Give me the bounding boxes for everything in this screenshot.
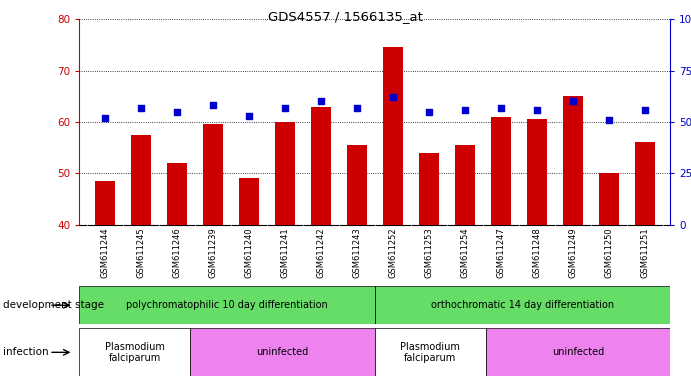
Bar [95,181,115,225]
Point [315,98,326,104]
Bar [635,142,655,225]
Bar [419,153,439,225]
Point [99,115,110,121]
Point [243,113,254,119]
Bar [190,328,375,376]
Text: GSM611245: GSM611245 [136,227,145,278]
Text: GSM611243: GSM611243 [352,227,361,278]
Point [460,106,471,113]
Text: uninfected: uninfected [552,347,604,358]
Point [207,103,218,109]
Text: GSM611241: GSM611241 [281,227,290,278]
Bar [563,96,583,225]
Text: GSM611250: GSM611250 [605,227,614,278]
Point [531,106,542,113]
Text: GSM611248: GSM611248 [533,227,542,278]
Text: GSM611240: GSM611240 [245,227,254,278]
Text: GSM611242: GSM611242 [316,227,325,278]
Point [567,98,578,104]
Bar [486,328,670,376]
Text: GSM611253: GSM611253 [424,227,433,278]
Bar [275,122,295,225]
Point [171,109,182,115]
Text: GSM611254: GSM611254 [460,227,469,278]
Text: Plasmodium
falciparum: Plasmodium falciparum [400,341,460,363]
Text: GSM611246: GSM611246 [172,227,181,278]
Point [388,94,399,100]
Point [279,104,290,111]
Point [351,104,362,111]
Point [495,104,507,111]
Text: polychromatophilic 10 day differentiation: polychromatophilic 10 day differentiatio… [126,300,328,310]
Bar [347,145,367,225]
Point [135,104,146,111]
Bar [527,119,547,225]
Text: infection: infection [3,347,49,358]
Bar [383,48,403,225]
Bar [599,173,619,225]
Point [424,109,435,115]
Text: GSM611244: GSM611244 [100,227,109,278]
Text: GDS4557 / 1566135_at: GDS4557 / 1566135_at [268,10,423,23]
Text: GSM611239: GSM611239 [208,227,217,278]
Point [640,106,651,113]
Bar [203,124,223,225]
Text: uninfected: uninfected [256,347,309,358]
Text: GSM611247: GSM611247 [496,227,505,278]
Bar [167,163,187,225]
Bar [239,179,258,225]
Bar [375,286,670,324]
Bar [79,328,190,376]
Bar [311,106,331,225]
Bar [455,145,475,225]
Text: GSM611251: GSM611251 [641,227,650,278]
Text: orthochromatic 14 day differentiation: orthochromatic 14 day differentiation [431,300,614,310]
Text: GSM611249: GSM611249 [569,227,578,278]
Text: Plasmodium
falciparum: Plasmodium falciparum [105,341,164,363]
Text: GSM611252: GSM611252 [388,227,397,278]
Point [603,117,614,123]
Bar [131,135,151,225]
Text: development stage: development stage [3,300,104,310]
Bar [79,286,375,324]
Bar [491,117,511,225]
Bar [375,328,486,376]
